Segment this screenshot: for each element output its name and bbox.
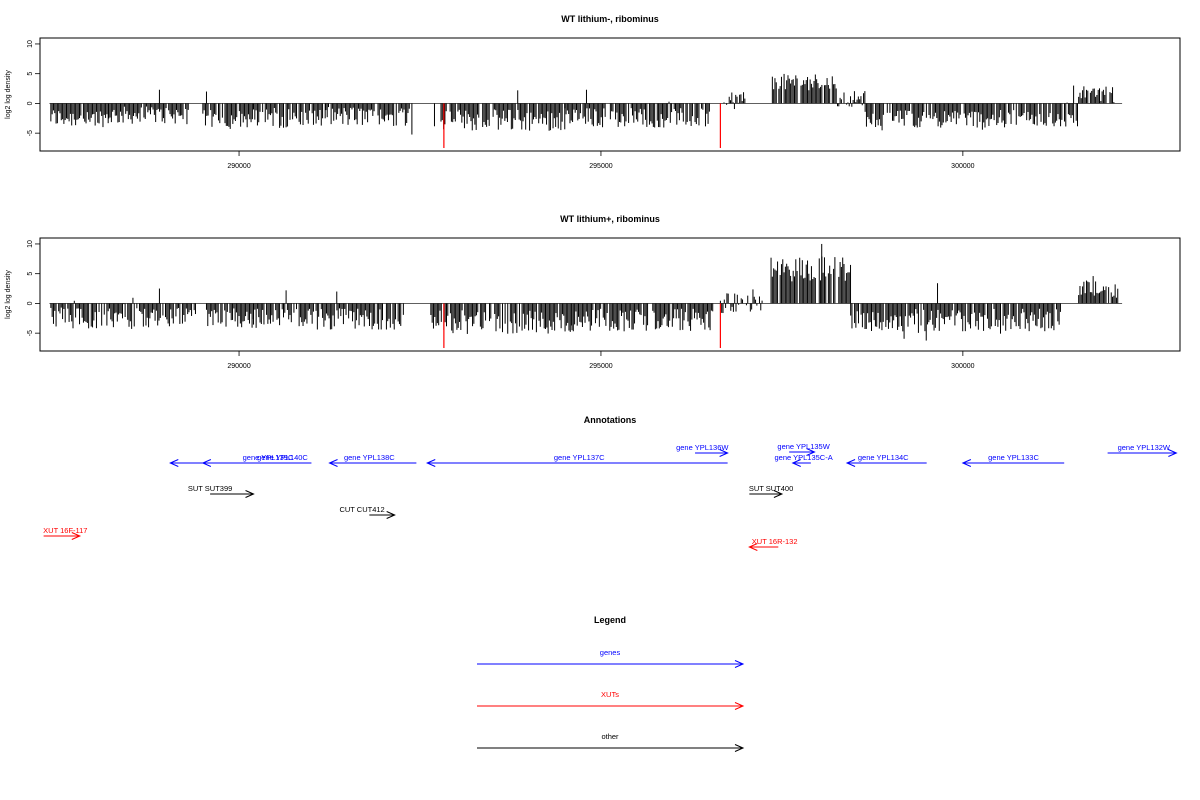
feature-arrow [749, 490, 784, 498]
feature-arrow [789, 448, 816, 456]
arrow-head [734, 744, 745, 752]
arrow-head [71, 532, 82, 540]
arrow-head [1168, 449, 1178, 457]
feature-label: gene YPL140C [257, 453, 308, 462]
arrow-head [845, 459, 856, 467]
feature-label: SUT SUT400 [749, 484, 793, 493]
x-tick-label: 290000 [227, 163, 250, 170]
arrow-head [328, 459, 338, 467]
legend-label: XUTs [601, 690, 619, 699]
feature-arrow [1107, 449, 1178, 457]
y-tick-label: -5 [27, 130, 34, 136]
arrow-head [791, 459, 801, 467]
feature-arrow [201, 459, 312, 467]
arrow-head [386, 511, 396, 519]
arrow-head [748, 543, 758, 551]
annotations-title: Annotations [584, 415, 637, 425]
arrow-head [245, 490, 255, 498]
arrow-head [961, 459, 972, 467]
arrow-head [773, 490, 784, 498]
legend-label: other [601, 732, 619, 741]
feature-label: gene YPL136W [676, 443, 729, 452]
feature-arrow [845, 459, 927, 467]
arrow-head [201, 459, 212, 467]
feature-label: gene YPL132W [1118, 443, 1171, 452]
annotation-feature: SUT SUT400 [749, 484, 793, 498]
feature-arrow [425, 459, 728, 467]
annotation-feature: SUT SUT399 [188, 484, 255, 498]
feature-label: gene YPL135C-A [774, 453, 832, 462]
y-tick-label: -5 [27, 330, 34, 336]
annotation-feature: CUT CUT412 [339, 505, 396, 519]
feature-arrow [695, 449, 729, 457]
feature-arrow [210, 490, 255, 498]
legend-item-xut: XUTs [477, 690, 745, 710]
feature-label: XUT 16F-117 [43, 526, 87, 535]
legend-label: genes [600, 648, 621, 657]
y-tick-label: 10 [27, 240, 34, 248]
feature-label: CUT CUT412 [339, 505, 384, 514]
y-tick-label: 5 [27, 272, 34, 276]
annotation-feature: gene YPL138C [328, 453, 417, 467]
arrow-head [169, 459, 179, 467]
annotation-feature: gene YPL134C [845, 453, 927, 467]
x-tick-label: 295000 [589, 163, 612, 170]
annotation-feature: gene YPL135C-A [774, 453, 833, 467]
x-tick-label: 295000 [589, 363, 612, 370]
x-tick-label: 300000 [951, 363, 974, 370]
bar-series [50, 243, 1119, 341]
y-tick-label: 0 [27, 101, 34, 105]
feature-label: XUT 16R-132 [752, 537, 798, 546]
legend-title: Legend [594, 615, 626, 625]
feature-arrow [791, 459, 811, 467]
legend-item-gene: genes [477, 648, 745, 668]
arrow-head [734, 660, 745, 668]
arrow-head [806, 448, 816, 456]
legend-arrow [477, 702, 745, 710]
chart-title: WT lithium-, ribominus [561, 14, 659, 24]
feature-arrow [328, 459, 417, 467]
feature-arrow [961, 459, 1065, 467]
legend-arrow [477, 660, 745, 668]
plot-frame [39, 37, 1181, 152]
annotation-feature: gene YPL136W [676, 443, 729, 457]
annotation-feature: XUT 16F-117 [43, 526, 87, 540]
annotation-feature: XUT 16R-132 [748, 537, 798, 551]
plot-frame [39, 237, 1181, 352]
arrow-head [425, 459, 436, 467]
feature-label: gene YPL135W [777, 442, 830, 451]
track-panel-lithium-plus: WT lithium+, ribominus -5 0 5 10 log2 log den… [5, 214, 1181, 370]
annotation-feature: gene YPL133C [961, 453, 1065, 467]
legend-arrow [477, 744, 745, 752]
x-tick-label: 290000 [227, 363, 250, 370]
y-tick-label: 5 [27, 72, 34, 76]
legend-panel: Legend genes XUTs other [477, 615, 745, 752]
y-tick-label: 0 [27, 301, 34, 305]
feature-label: gene YPL139C [243, 453, 294, 462]
feature-arrow [43, 532, 82, 540]
feature-arrow [748, 543, 779, 551]
feature-label: gene YPL133C [988, 453, 1039, 462]
track-panel-lithium-minus: WT lithium-, ribominus -5 0 5 10 log2 log den… [5, 14, 1181, 170]
y-tick-label: 10 [27, 40, 34, 48]
feature-label: gene YPL138C [344, 453, 395, 462]
legend-item-other: other [477, 732, 745, 752]
x-tick-label: 300000 [951, 163, 974, 170]
y-axis-label: log2 log density [5, 270, 12, 319]
feature-arrow [369, 511, 396, 519]
y-axis-label: log2 log density [5, 70, 12, 119]
bar-series [50, 73, 1115, 135]
feature-label: SUT SUT399 [188, 484, 232, 493]
annotation-feature: gene YPL137C [425, 453, 728, 467]
arrow-head [734, 702, 745, 710]
annotation-feature: gene YPL139C [201, 453, 312, 467]
feature-label: gene YPL134C [858, 453, 909, 462]
annotation-feature: gene YPL135W [777, 442, 831, 456]
feature-label: gene YPL137C [554, 453, 605, 462]
chart-title: WT lithium+, ribominus [560, 214, 660, 224]
arrow-head [719, 449, 729, 457]
annotation-feature: gene YPL132W [1107, 443, 1178, 457]
